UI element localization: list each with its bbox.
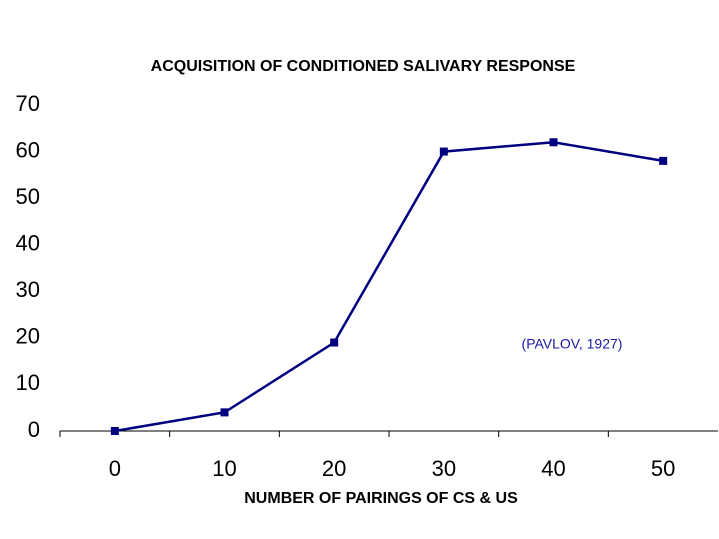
x-tick-label: 40: [541, 456, 565, 481]
data-line: [114, 140, 664, 433]
x-tick-label: 50: [651, 456, 675, 481]
y-tick-label: 70: [16, 91, 40, 116]
data-point: [110, 427, 119, 435]
x-tick-label: 0: [109, 456, 121, 481]
x-tick-label: 20: [322, 456, 346, 481]
y-tick-label: 20: [16, 324, 40, 349]
annotation: (PAVLOV, 1927): [522, 336, 623, 352]
x-tick-label: 10: [212, 456, 236, 481]
data-point: [549, 138, 558, 147]
y-tick-label: 40: [16, 231, 40, 256]
y-tick-label: 30: [16, 277, 40, 302]
chart-title: ACQUISITION OF CONDITIONED SALIVARY RESP…: [151, 58, 576, 75]
x-axis-label: NUMBER OF PAIRINGS OF CS & US: [244, 490, 518, 507]
data-point: [439, 147, 448, 156]
y-tick-label: 0: [28, 417, 40, 442]
data-point: [330, 338, 339, 347]
y-tick-label: 60: [16, 137, 40, 162]
y-tick-label: 10: [16, 370, 40, 395]
data-point: [659, 156, 668, 165]
data-point: [220, 408, 229, 417]
y-tick-label: 50: [16, 184, 40, 209]
x-tick-label: 30: [432, 456, 456, 481]
